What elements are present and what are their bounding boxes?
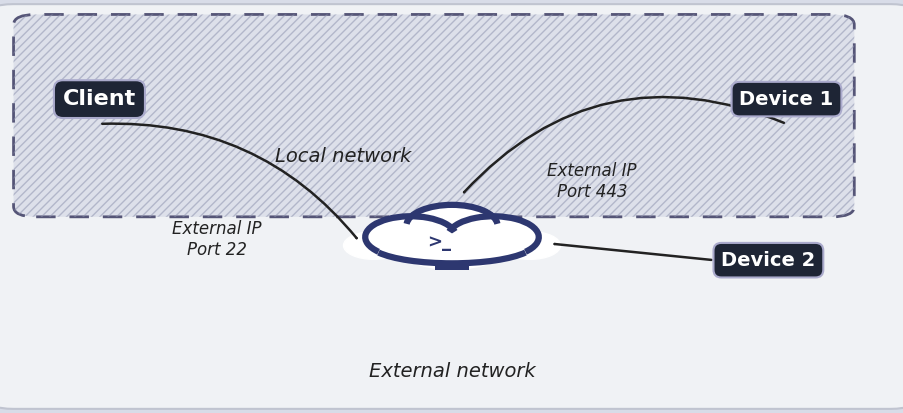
Text: Local network: Local network: [275, 147, 411, 166]
Text: External IP
Port 443: External IP Port 443: [546, 162, 637, 201]
Text: Device 1: Device 1: [739, 90, 833, 109]
Circle shape: [406, 205, 497, 247]
Circle shape: [343, 232, 404, 259]
FancyBboxPatch shape: [0, 4, 903, 409]
FancyArrowPatch shape: [463, 97, 783, 192]
Text: >_: >_: [426, 233, 451, 251]
Text: External IP
Port 22: External IP Port 22: [172, 220, 262, 259]
Text: Client: Client: [62, 89, 136, 109]
Text: Device 2: Device 2: [721, 251, 815, 270]
Circle shape: [392, 215, 511, 269]
FancyArrowPatch shape: [554, 244, 711, 260]
Text: External network: External network: [368, 362, 535, 381]
FancyArrowPatch shape: [102, 123, 356, 238]
Circle shape: [447, 216, 538, 258]
Circle shape: [499, 232, 560, 259]
Circle shape: [365, 216, 456, 258]
FancyBboxPatch shape: [14, 14, 853, 217]
FancyBboxPatch shape: [434, 261, 469, 270]
